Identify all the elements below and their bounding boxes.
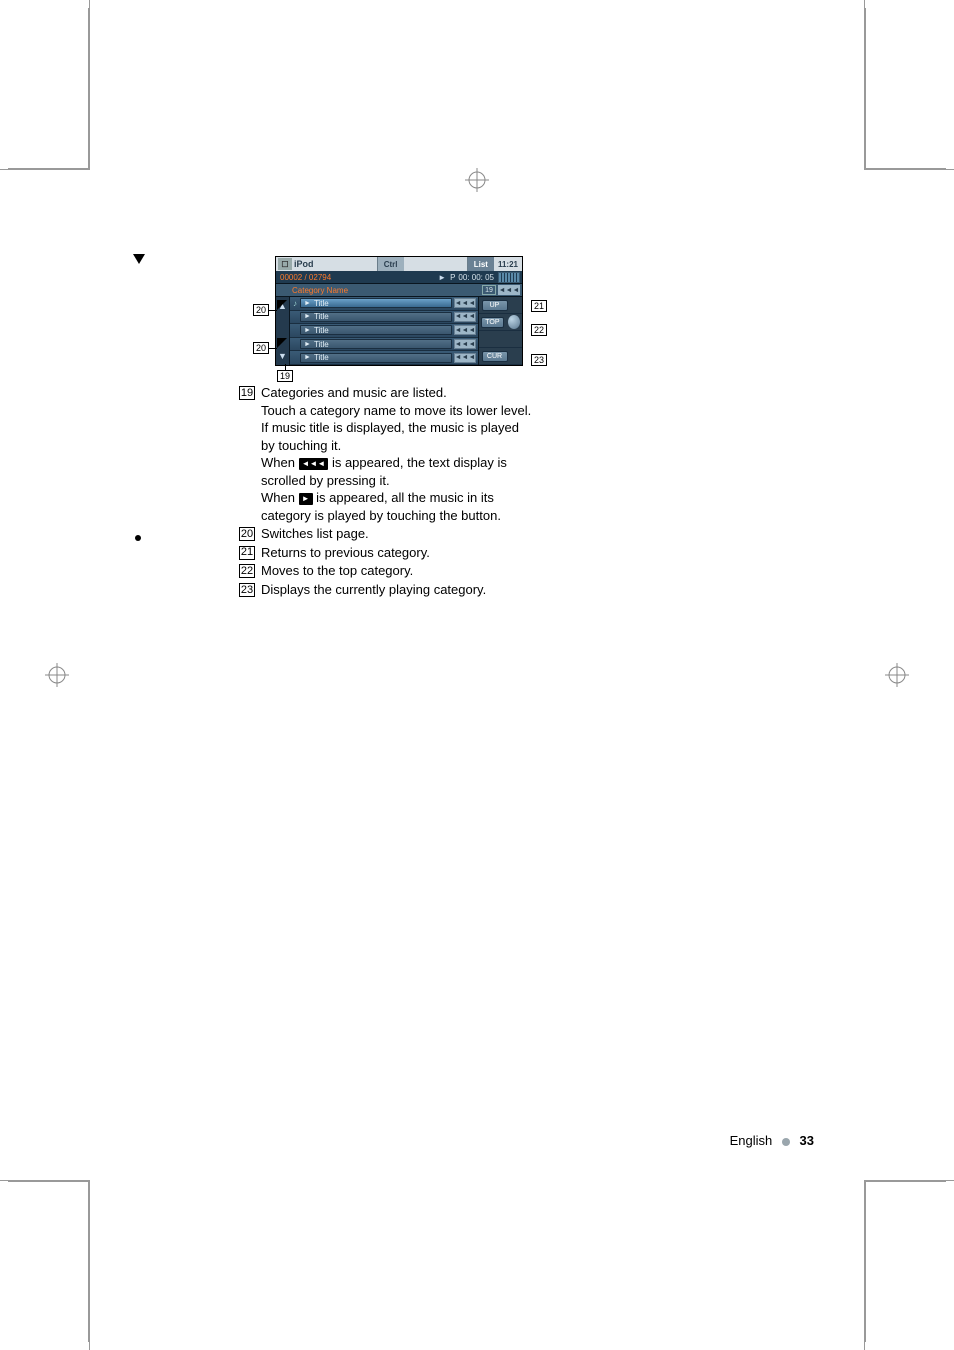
description-text: Returns to previous category. <box>261 544 534 562</box>
description-text: Moves to the top category. <box>261 562 534 580</box>
description-item: 22 Moves to the top category. <box>239 562 534 580</box>
signal-bars-icon <box>498 272 520 283</box>
page-footer: English 33 <box>730 1133 814 1148</box>
clock-label: 11:21 <box>494 260 522 269</box>
scroll-indicator-icon[interactable]: ◄◄◄ <box>454 353 476 363</box>
registration-mark-icon <box>885 663 909 687</box>
row-play-icon: ► <box>304 354 311 361</box>
title-button[interactable]: ►Title <box>300 325 452 335</box>
category-name-label: Category Name <box>276 286 482 295</box>
device-screenshot: 20 20 21 22 23 19 ☐ iPod Ctrl List 11:21… <box>255 256 545 366</box>
list-item[interactable]: ►Title◄◄◄ <box>290 338 478 352</box>
title-label: Title <box>314 326 329 335</box>
triangle-marker-icon <box>133 254 145 264</box>
device-right-controls: UP TOP CUR <box>478 297 522 365</box>
description-text: Switches list page. <box>261 525 534 543</box>
play-state-icon: ► <box>437 273 447 282</box>
callout-22: 22 <box>531 324 547 336</box>
scroll-indicator-icon[interactable]: ◄◄◄ <box>498 285 520 295</box>
spacer <box>479 331 522 348</box>
music-note-icon: ♪ <box>290 299 300 308</box>
callout-arrow-icon <box>277 338 287 348</box>
description-number: 21 <box>239 546 255 560</box>
device-top-bar: ☐ iPod Ctrl List 11:21 <box>276 257 522 271</box>
list-item[interactable]: ►Title◄◄◄ <box>290 351 478 365</box>
row-play-icon: ► <box>304 300 311 307</box>
row-play-icon: ► <box>304 341 311 348</box>
p-label: P <box>447 273 458 282</box>
callout-leader <box>268 310 277 311</box>
page-down-button[interactable]: ▼ <box>278 351 288 361</box>
source-icon: ☐ <box>278 258 292 270</box>
top-button-row: TOP <box>479 314 522 331</box>
description-item: 21 Returns to previous category. <box>239 544 534 562</box>
callout-leader <box>285 364 286 370</box>
crop-corner <box>0 1180 90 1350</box>
title-button[interactable]: ►Title <box>300 353 452 363</box>
tab-list[interactable]: List <box>467 257 494 271</box>
crop-corner <box>0 0 90 170</box>
scroll-indicator-icon[interactable]: ◄◄◄ <box>454 325 476 335</box>
callout-20: 20 <box>253 304 269 316</box>
list-item[interactable]: ♪►Title◄◄◄ <box>290 297 478 311</box>
callout-20: 20 <box>253 342 269 354</box>
callout-21: 21 <box>531 300 547 312</box>
description-list: 19 Categories and music are listed.Touch … <box>239 384 534 599</box>
music-list: ♪►Title◄◄◄►Title◄◄◄►Title◄◄◄►Title◄◄◄►Ti… <box>290 297 478 365</box>
description-text: Categories and music are listed.Touch a … <box>261 384 534 524</box>
scroll-indicator-icon[interactable]: ◄◄◄ <box>454 339 476 349</box>
scroll-indicator-icon[interactable]: ◄◄◄ <box>454 312 476 322</box>
callout-arrow-icon <box>277 300 287 310</box>
registration-mark-icon <box>465 168 489 192</box>
separator-dot-icon <box>782 1138 790 1146</box>
title-label: Title <box>314 299 329 308</box>
row-play-icon: ► <box>304 313 311 320</box>
description-item: 19 Categories and music are listed.Touch … <box>239 384 534 524</box>
description-number: 22 <box>239 564 255 578</box>
title-button[interactable]: ►Title <box>300 312 452 322</box>
description-number: 23 <box>239 583 255 597</box>
up-button-row: UP <box>479 297 522 314</box>
cur-button[interactable]: CUR <box>482 351 508 362</box>
title-label: Title <box>314 353 329 362</box>
top-button[interactable]: TOP <box>481 317 504 328</box>
track-counter: 00002 / 02794 <box>276 273 437 282</box>
callout-19: 19 <box>277 370 293 382</box>
description-item: 23 Displays the currently playing categor… <box>239 581 534 599</box>
row-play-icon: ► <box>304 327 311 334</box>
tab-ctrl[interactable]: Ctrl <box>377 257 404 271</box>
list-item[interactable]: ►Title◄◄◄ <box>290 324 478 338</box>
description-text: Displays the currently playing category. <box>261 581 534 599</box>
device-info-row: 00002 / 02794 ► P 00: 00: 05 <box>276 271 522 284</box>
source-label: iPod <box>294 259 314 269</box>
crop-corner <box>864 1180 954 1350</box>
crop-corner <box>864 0 954 170</box>
title-button[interactable]: ►Title <box>300 339 452 349</box>
footer-language: English <box>730 1133 773 1148</box>
category-number-box: 19 <box>482 285 496 295</box>
description-number: 19 <box>239 386 255 400</box>
dot-marker-icon <box>135 535 141 541</box>
registration-mark-icon <box>45 663 69 687</box>
title-button[interactable]: ►Title <box>300 298 452 308</box>
scroll-chip-icon: ◄◄◄ <box>299 458 329 470</box>
list-item[interactable]: ►Title◄◄◄ <box>290 311 478 325</box>
description-item: 20 Switches list page. <box>239 525 534 543</box>
callout-leader <box>268 348 277 349</box>
title-label: Title <box>314 340 329 349</box>
up-button[interactable]: UP <box>482 300 508 311</box>
device-category-row: Category Name 19 ◄◄◄ <box>276 284 522 297</box>
callout-23: 23 <box>531 354 547 366</box>
cur-button-row: CUR <box>479 348 522 365</box>
title-label: Title <box>314 312 329 321</box>
play-chip-icon: ► <box>299 493 313 505</box>
elapsed-time: 00: 00: 05 <box>458 273 496 282</box>
knob-icon[interactable] <box>508 315 520 329</box>
description-number: 20 <box>239 527 255 541</box>
scroll-indicator-icon[interactable]: ◄◄◄ <box>454 298 476 308</box>
page-number: 33 <box>800 1133 814 1148</box>
